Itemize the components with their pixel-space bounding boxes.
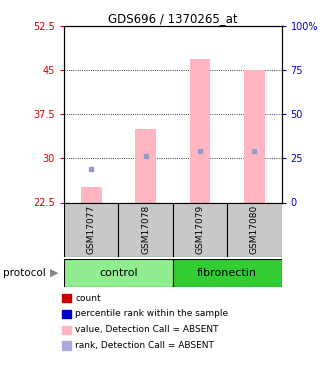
Text: ▶: ▶ — [50, 268, 58, 278]
Bar — [227, 202, 282, 257]
Bar — [190, 58, 210, 202]
Title: GDS696 / 1370265_at: GDS696 / 1370265_at — [108, 12, 238, 25]
Text: GSM17077: GSM17077 — [87, 205, 96, 254]
Bar — [173, 259, 282, 287]
Bar — [118, 202, 173, 257]
Text: fibronectin: fibronectin — [197, 268, 257, 278]
Text: GSM17078: GSM17078 — [141, 205, 150, 254]
Bar — [135, 129, 156, 203]
Text: control: control — [99, 268, 138, 278]
Bar — [173, 202, 227, 257]
Bar — [64, 259, 173, 287]
Text: protocol: protocol — [3, 268, 46, 278]
Bar — [244, 70, 265, 202]
Text: GSM17080: GSM17080 — [250, 205, 259, 254]
Text: count: count — [75, 294, 101, 303]
Text: GSM17079: GSM17079 — [196, 205, 204, 254]
Bar — [81, 187, 101, 202]
Text: percentile rank within the sample: percentile rank within the sample — [75, 309, 228, 318]
Bar — [64, 202, 118, 257]
Text: value, Detection Call = ABSENT: value, Detection Call = ABSENT — [75, 325, 219, 334]
Text: rank, Detection Call = ABSENT: rank, Detection Call = ABSENT — [75, 341, 214, 350]
